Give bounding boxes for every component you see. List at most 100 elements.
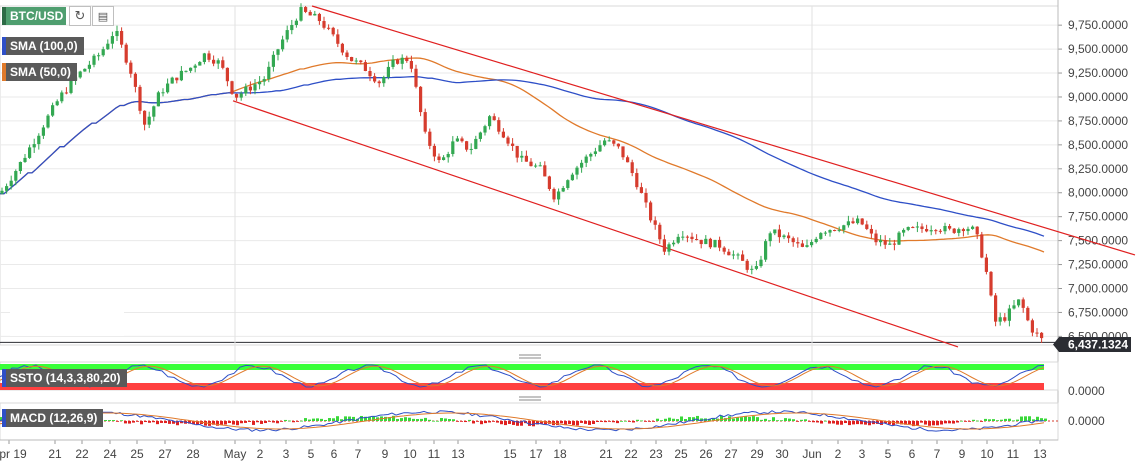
candle-body xyxy=(110,36,114,44)
candle-body xyxy=(488,116,492,127)
x-tick-label: 9 xyxy=(382,447,389,461)
macd-histogram-bar xyxy=(484,421,487,424)
macd-histogram-bar xyxy=(752,416,755,421)
candle-body xyxy=(584,156,588,163)
macd-histogram-bar xyxy=(104,419,107,421)
x-tick-label: 6 xyxy=(909,447,916,461)
candle-body xyxy=(570,174,574,181)
macd-histogram-bar xyxy=(988,419,991,421)
macd-histogram-bar xyxy=(340,419,343,421)
x-tick-label: 29 xyxy=(750,447,764,461)
candle-body xyxy=(800,243,804,247)
legend-ssto[interactable]: SSTO (14,3,3,80,20) xyxy=(2,369,127,387)
candle-body xyxy=(902,229,906,233)
macd-histogram-bar xyxy=(624,420,627,422)
legend-sma50[interactable]: SMA (50,0) xyxy=(2,63,77,81)
candle-body xyxy=(938,230,942,232)
price-tick-label: 9,750.0000 xyxy=(1068,18,1128,32)
candle-body xyxy=(377,81,381,84)
candle-body xyxy=(782,235,786,238)
legend-sma100[interactable]: SMA (100,0) xyxy=(2,37,84,55)
x-tick-label: 28 xyxy=(186,447,200,461)
candle-body xyxy=(607,140,611,142)
macd-histogram-bar xyxy=(744,416,747,421)
refresh-button[interactable]: ↻ xyxy=(69,6,91,26)
macd-histogram-bar xyxy=(296,421,299,422)
price-tick-label: 9,500.0000 xyxy=(1068,42,1128,56)
macd-histogram-bar xyxy=(176,421,179,426)
candle-body xyxy=(281,39,285,50)
x-tick-label: Jun xyxy=(802,447,821,461)
candle-body xyxy=(644,192,648,203)
candle-body xyxy=(805,245,809,247)
macd-histogram-bar xyxy=(312,418,315,421)
pane-splitter-2[interactable] xyxy=(519,396,541,401)
candle-body xyxy=(78,71,82,78)
candle-body xyxy=(543,165,547,177)
x-tick-label: 27 xyxy=(158,447,172,461)
macd-histogram-bar xyxy=(636,419,639,421)
macd-histogram-bar xyxy=(336,416,339,421)
candle-body xyxy=(64,92,68,94)
candle-body xyxy=(386,66,390,78)
macd-histogram-bar xyxy=(432,420,435,422)
macd-histogram-bar xyxy=(984,418,987,421)
symbol-label[interactable]: BTC/USD xyxy=(2,7,66,25)
macd-histogram-bar xyxy=(852,421,855,425)
candle-body xyxy=(989,271,993,296)
candle-body xyxy=(994,295,998,322)
candle-body xyxy=(662,239,666,252)
macd-histogram-bar xyxy=(640,420,643,422)
ssto-k-line xyxy=(0,364,1045,388)
x-tick-label: 7 xyxy=(355,447,362,461)
x-tick-label: 21 xyxy=(48,447,62,461)
macd-histogram-bar xyxy=(180,421,183,424)
candle-body xyxy=(639,187,643,193)
macd-histogram-bar xyxy=(992,419,995,421)
macd-histogram-bar xyxy=(188,421,191,424)
macd-histogram-bar xyxy=(156,421,159,425)
x-tick-label: 17 xyxy=(529,447,543,461)
macd-histogram-bar xyxy=(516,421,519,426)
candle-body xyxy=(635,173,639,188)
candle-body xyxy=(483,126,487,133)
candle-body xyxy=(106,43,110,50)
macd-histogram-bar xyxy=(108,420,111,421)
candle-body xyxy=(515,145,519,158)
candle-body xyxy=(276,49,280,55)
candle-body xyxy=(290,25,294,31)
candle-body xyxy=(258,81,262,85)
candle-body xyxy=(1040,332,1044,339)
macd-histogram-bar xyxy=(892,421,895,426)
macd-histogram-bar xyxy=(688,417,691,421)
macd-histogram-bar xyxy=(276,421,279,424)
candle-body xyxy=(869,228,873,234)
candle-body xyxy=(41,127,45,136)
legend-macd[interactable]: MACD (12,26,9) xyxy=(2,409,104,427)
candle-body xyxy=(391,59,395,67)
x-tick-label: 21 xyxy=(599,447,613,461)
price-tick-label: 7,500.0000 xyxy=(1068,234,1128,248)
pane-splitter-1[interactable] xyxy=(519,354,541,359)
macd-histogram-bar xyxy=(712,418,715,421)
candle-body xyxy=(925,228,929,232)
ssto-oversold-zone xyxy=(0,383,1044,390)
macd-histogram-bar xyxy=(932,421,935,426)
candle-body xyxy=(331,27,335,35)
refresh-icon: ↻ xyxy=(74,8,86,23)
macd-histogram-bar xyxy=(796,421,799,422)
macd-line xyxy=(0,410,1045,432)
price-tick-label: 7,000.0000 xyxy=(1068,282,1128,296)
candle-body xyxy=(589,153,593,157)
indicators-button[interactable]: ▤ xyxy=(92,6,114,26)
candle-body xyxy=(497,120,501,132)
macd-histogram-bar xyxy=(1016,419,1019,421)
candle-body xyxy=(23,157,27,162)
candle-body xyxy=(271,54,275,67)
macd-histogram-bar xyxy=(596,421,599,422)
macd-histogram-bar xyxy=(504,421,507,426)
macd-histogram-bar xyxy=(816,421,819,423)
candle-body xyxy=(446,154,450,158)
candle-body xyxy=(860,218,864,225)
